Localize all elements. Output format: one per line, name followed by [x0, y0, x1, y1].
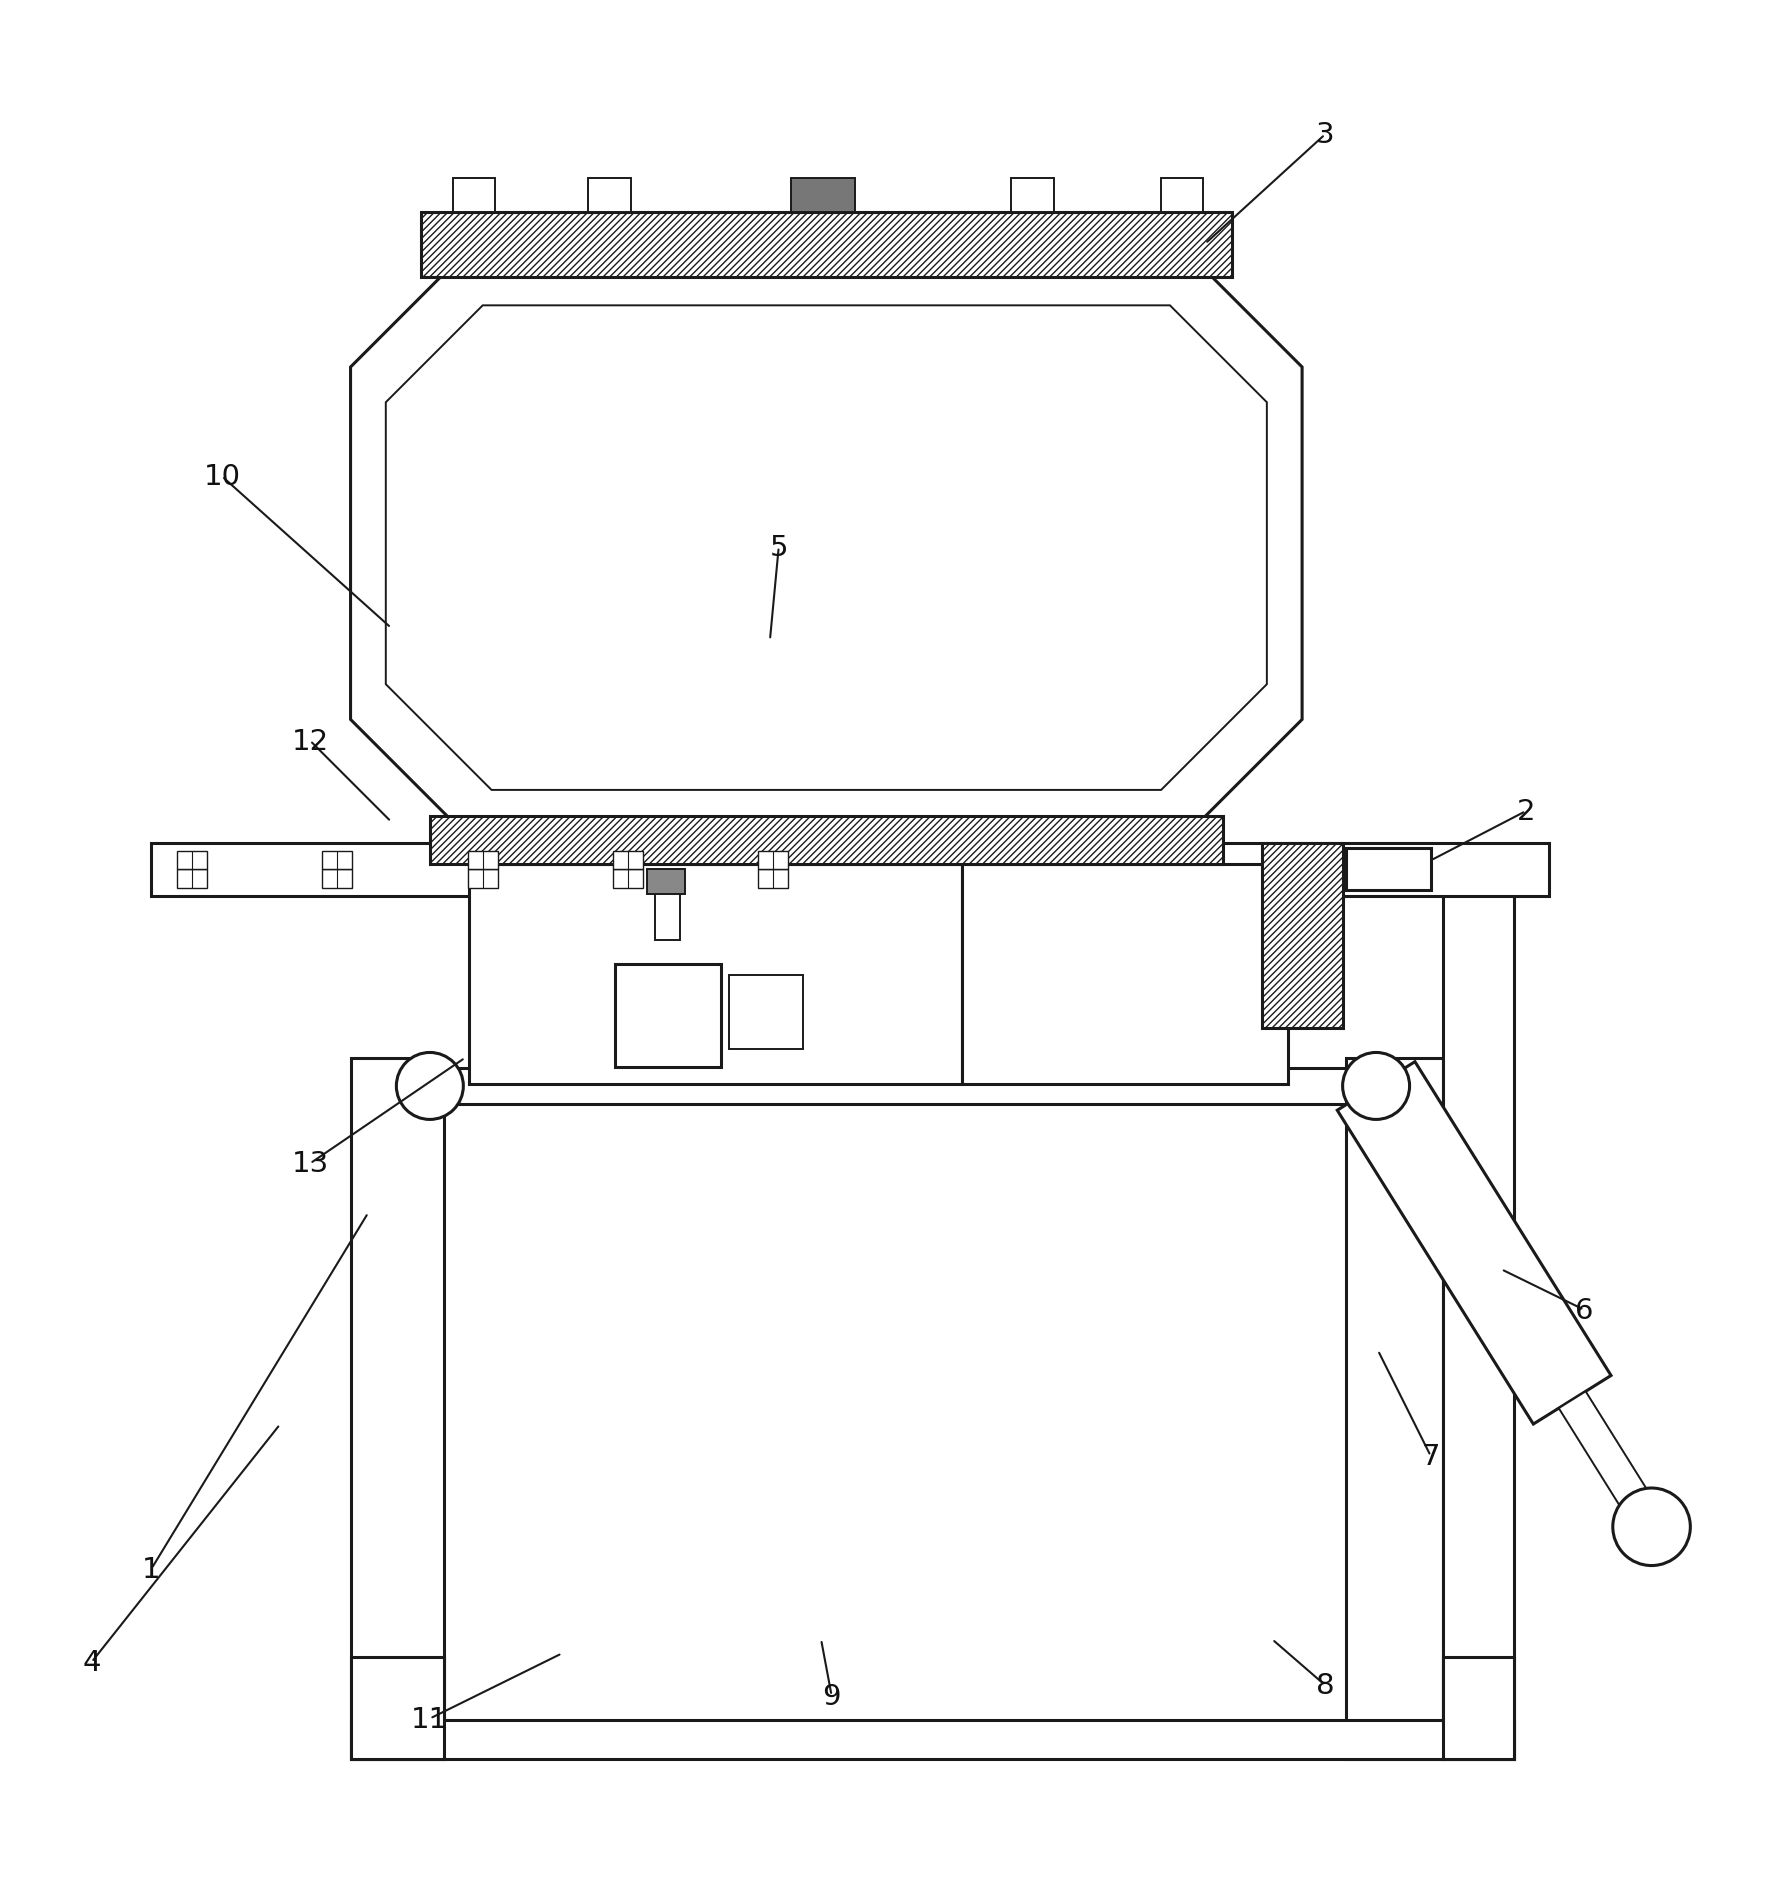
Polygon shape	[350, 271, 1302, 826]
Circle shape	[1613, 1488, 1691, 1566]
Text: 7: 7	[1421, 1442, 1440, 1471]
Bar	[350, 1657, 444, 1759]
Bar	[323, 852, 352, 869]
Bar	[178, 852, 208, 869]
Bar	[469, 864, 963, 1084]
Bar	[613, 869, 643, 888]
Polygon shape	[1337, 1063, 1611, 1424]
Text: 11: 11	[412, 1704, 449, 1733]
Bar	[1261, 843, 1343, 1029]
Bar	[430, 816, 1224, 864]
Bar	[730, 976, 803, 1050]
Bar	[1444, 864, 1513, 1759]
Bar	[151, 843, 1549, 896]
Bar	[613, 852, 643, 869]
Circle shape	[1343, 1053, 1410, 1120]
Bar	[178, 869, 208, 888]
Text: 8: 8	[1316, 1670, 1334, 1699]
Text: 9: 9	[822, 1682, 840, 1710]
Text: 13: 13	[291, 1150, 329, 1179]
Bar	[350, 1720, 1513, 1759]
Bar	[1444, 1657, 1513, 1759]
Bar	[655, 873, 680, 940]
Text: 12: 12	[291, 727, 329, 755]
Bar	[758, 852, 789, 869]
Text: 4: 4	[82, 1647, 101, 1676]
Bar	[790, 180, 854, 213]
Bar	[421, 213, 1231, 277]
Text: 1: 1	[142, 1554, 162, 1583]
Bar	[614, 964, 721, 1067]
Bar	[467, 852, 497, 869]
Bar	[758, 869, 789, 888]
Bar	[350, 1059, 444, 1759]
Text: 10: 10	[204, 463, 240, 492]
Bar	[963, 864, 1288, 1084]
Text: 3: 3	[1316, 121, 1334, 150]
Bar	[1011, 180, 1053, 213]
Polygon shape	[1559, 1391, 1666, 1535]
Text: 6: 6	[1575, 1296, 1593, 1325]
Bar	[646, 869, 686, 894]
Bar	[1162, 180, 1204, 213]
Text: 5: 5	[769, 533, 789, 562]
Polygon shape	[385, 306, 1266, 790]
Text: 2: 2	[1517, 797, 1534, 826]
Bar	[588, 180, 630, 213]
Bar	[323, 869, 352, 888]
Bar	[1346, 848, 1431, 890]
Bar	[453, 180, 496, 213]
Bar	[1346, 1059, 1444, 1759]
Bar	[467, 869, 497, 888]
Circle shape	[396, 1053, 464, 1120]
